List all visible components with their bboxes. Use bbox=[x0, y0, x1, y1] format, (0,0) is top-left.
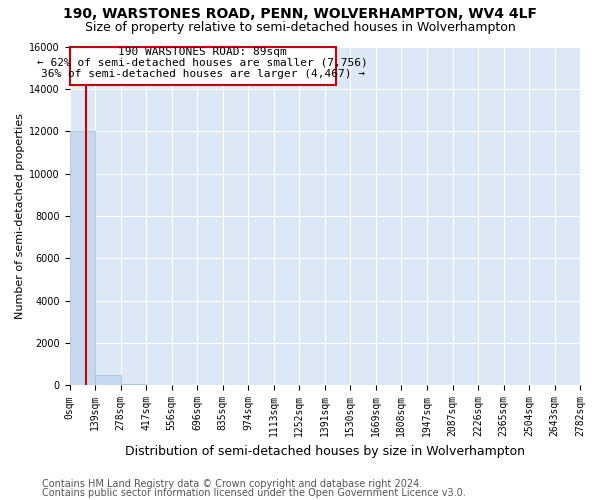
Text: Size of property relative to semi-detached houses in Wolverhampton: Size of property relative to semi-detach… bbox=[85, 22, 515, 35]
Text: Contains public sector information licensed under the Open Government Licence v3: Contains public sector information licen… bbox=[42, 488, 466, 498]
Text: 190, WARSTONES ROAD, PENN, WOLVERHAMPTON, WV4 4LF: 190, WARSTONES ROAD, PENN, WOLVERHAMPTON… bbox=[63, 8, 537, 22]
Text: 190 WARSTONES ROAD: 89sqm: 190 WARSTONES ROAD: 89sqm bbox=[118, 47, 287, 57]
Y-axis label: Number of semi-detached properties: Number of semi-detached properties bbox=[15, 113, 25, 319]
FancyBboxPatch shape bbox=[70, 46, 335, 84]
Text: 36% of semi-detached houses are larger (4,467) →: 36% of semi-detached houses are larger (… bbox=[41, 68, 365, 78]
Bar bbox=[70, 131, 95, 386]
Text: ← 62% of semi-detached houses are smaller (7,756): ← 62% of semi-detached houses are smalle… bbox=[37, 58, 368, 68]
Bar bbox=[121, 384, 146, 386]
X-axis label: Distribution of semi-detached houses by size in Wolverhampton: Distribution of semi-detached houses by … bbox=[125, 444, 525, 458]
Bar bbox=[95, 374, 121, 386]
Text: Contains HM Land Registry data © Crown copyright and database right 2024.: Contains HM Land Registry data © Crown c… bbox=[42, 479, 422, 489]
